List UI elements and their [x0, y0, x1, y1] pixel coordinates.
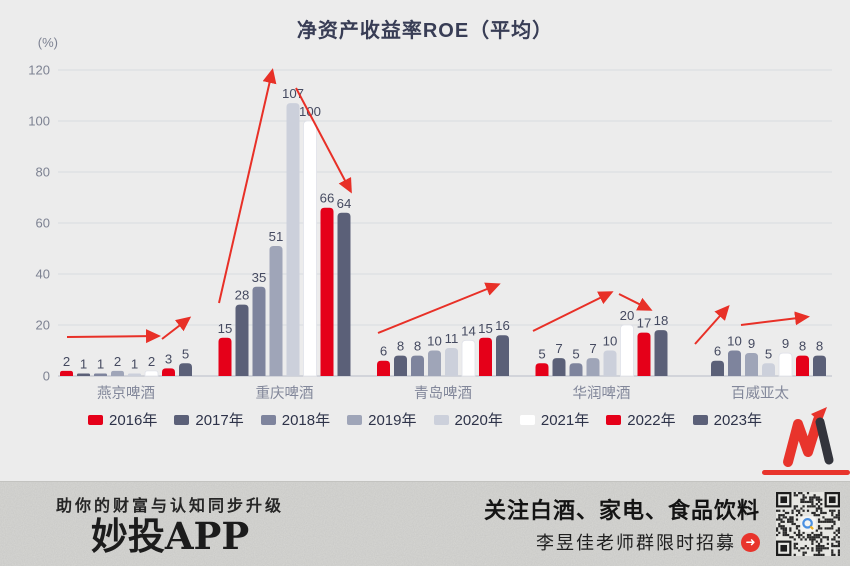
- svg-text:青岛啤酒: 青岛啤酒: [414, 385, 472, 402]
- svg-text:66: 66: [320, 191, 335, 206]
- legend-label: 2016年: [109, 412, 158, 429]
- legend-label: 2017年: [195, 412, 244, 429]
- svg-text:5: 5: [765, 346, 772, 361]
- qr-center-logo-icon: [800, 516, 816, 532]
- svg-text:80: 80: [36, 165, 50, 180]
- banner-noise-texture: [0, 482, 850, 566]
- svg-text:5: 5: [538, 346, 545, 361]
- svg-text:100: 100: [28, 114, 50, 129]
- svg-text:100: 100: [299, 104, 321, 119]
- svg-text:1: 1: [80, 356, 87, 371]
- legend-item: 2022年: [606, 409, 676, 430]
- svg-text:0: 0: [43, 369, 50, 384]
- banner-left: 助你的财富与认知同步升级 妙投APP: [56, 492, 284, 556]
- svg-text:107: 107: [282, 86, 304, 101]
- svg-text:20: 20: [36, 318, 50, 333]
- legend-label: 2021年: [540, 412, 590, 429]
- svg-text:6: 6: [380, 344, 387, 359]
- svg-text:燕京啤酒: 燕京啤酒: [97, 385, 155, 402]
- svg-text:9: 9: [748, 336, 755, 351]
- svg-text:9: 9: [782, 336, 789, 351]
- banner-headline: 关注白酒、家电、食品饮料: [483, 498, 760, 523]
- svg-text:8: 8: [397, 339, 404, 354]
- legend-item: 2018年: [260, 409, 331, 430]
- svg-text:120: 120: [28, 63, 50, 78]
- svg-text:20: 20: [620, 308, 635, 323]
- svg-text:1: 1: [131, 356, 138, 371]
- legend-label: 2019年: [368, 412, 417, 429]
- svg-text:2: 2: [63, 354, 70, 369]
- legend-swatch: [174, 414, 190, 425]
- svg-text:8: 8: [816, 339, 823, 354]
- svg-text:64: 64: [337, 196, 352, 211]
- footer-banner: 助你的财富与认知同步升级 妙投APP 关注白酒、家电、食品饮料 李昱佳老师群限时…: [0, 481, 850, 566]
- svg-text:8: 8: [414, 339, 421, 354]
- legend-label: 2022年: [627, 412, 676, 429]
- legend-label: 2023年: [713, 412, 762, 429]
- legend-item: 2017年: [174, 409, 244, 430]
- chart-region: 净资产收益率ROE（平均） 0 20 40 60 80 100 120 (%) 2 1 1 2 1 2 3 5…: [0, 20, 850, 475]
- banner-subline: 李昱佳老师群限时招募 ➜: [484, 529, 760, 555]
- legend-swatch: [260, 414, 276, 425]
- svg-text:51: 51: [269, 229, 284, 244]
- svg-text:百威亚太: 百威亚太: [731, 385, 789, 402]
- legend-item: 2016年: [88, 409, 157, 430]
- svg-text:15: 15: [478, 321, 493, 336]
- legend-label: 2020年: [454, 412, 503, 429]
- svg-text:5: 5: [182, 346, 189, 361]
- svg-text:5: 5: [572, 346, 579, 361]
- legend-item: 2021年: [519, 409, 590, 430]
- svg-text:华润啤酒: 华润啤酒: [573, 385, 631, 402]
- red-arrow-icon: ➜: [741, 532, 760, 552]
- legend-item: 2020年: [433, 409, 503, 430]
- svg-text:15: 15: [218, 321, 233, 336]
- banner-subline-text: 李昱佳老师群限时招募: [536, 533, 736, 553]
- svg-text:16: 16: [495, 318, 510, 333]
- svg-text:8: 8: [799, 339, 806, 354]
- miaotou-m-logo-icon: [762, 407, 850, 475]
- banner-right: 关注白酒、家电、食品饮料 李昱佳老师群限时招募 ➜: [484, 493, 760, 555]
- svg-text:35: 35: [252, 270, 267, 285]
- legend-swatch: [347, 414, 363, 425]
- legend-swatch: [88, 414, 103, 425]
- svg-text:28: 28: [235, 288, 250, 303]
- legend-swatch: [692, 414, 708, 425]
- svg-text:6: 6: [714, 344, 721, 359]
- svg-text:2: 2: [148, 354, 155, 369]
- legend-swatch: [433, 414, 449, 425]
- banner-content: 助你的财富与认知同步升级 妙投APP 关注白酒、家电、食品饮料 李昱佳老师群限时…: [0, 482, 850, 566]
- svg-text:2: 2: [114, 354, 121, 369]
- svg-text:10: 10: [427, 334, 442, 349]
- chart-title: 净资产收益率ROE（平均）: [296, 20, 554, 42]
- banner-tagline: 助你的财富与认知同步升级: [56, 498, 285, 516]
- svg-text:1: 1: [97, 356, 104, 371]
- svg-text:17: 17: [637, 316, 652, 331]
- svg-text:60: 60: [36, 216, 50, 231]
- legend-swatch: [519, 414, 535, 425]
- qr-code: [773, 489, 843, 559]
- svg-text:18: 18: [654, 313, 669, 328]
- qr-code-image: [773, 489, 843, 559]
- chart-legend: 2016年 2017年 2018年 2019年 2020年 2021年 2022年 2023年: [0, 409, 850, 430]
- legend-swatch: [606, 414, 622, 425]
- legend-item: 2019年: [347, 409, 417, 430]
- svg-text:10: 10: [727, 334, 742, 349]
- svg-text:40: 40: [36, 267, 50, 282]
- svg-text:重庆啤酒: 重庆啤酒: [256, 385, 314, 402]
- legend-label: 2018年: [281, 412, 331, 429]
- svg-text:10: 10: [603, 334, 618, 349]
- svg-text:14: 14: [461, 323, 476, 338]
- legend-item: 2023年: [692, 409, 762, 430]
- svg-text:11: 11: [445, 331, 459, 346]
- app-brand-name: 妙投APP: [90, 514, 250, 559]
- svg-text:7: 7: [555, 341, 562, 356]
- svg-text:(%): (%): [38, 35, 58, 50]
- svg-text:7: 7: [589, 341, 596, 356]
- svg-text:3: 3: [165, 351, 172, 366]
